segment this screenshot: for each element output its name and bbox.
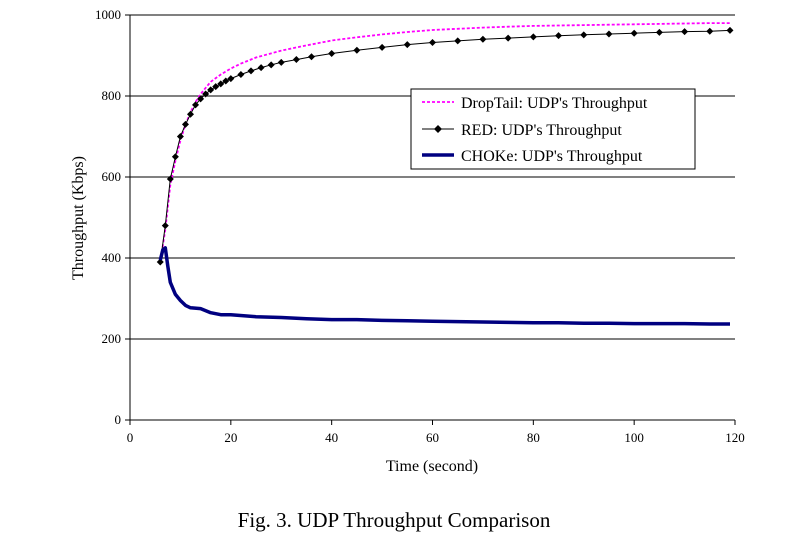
x-tick-label-60: 60 bbox=[426, 430, 439, 445]
series-point-red-32 bbox=[580, 31, 588, 39]
series-point-red-35 bbox=[655, 28, 663, 36]
series-point-red-26 bbox=[429, 39, 436, 47]
tick-labels: 0 200 400 600 800 1000 0 20 40 60 80 100 120 bbox=[95, 7, 745, 445]
legend-swatch-red-marker bbox=[434, 125, 442, 133]
x-tick-label-100: 100 bbox=[624, 430, 644, 445]
x-axis-title: Time (second) bbox=[386, 458, 478, 475]
y-tick-label-1000: 1000 bbox=[95, 7, 121, 22]
series-point-red-1 bbox=[161, 222, 169, 230]
series-point-red-27 bbox=[454, 37, 462, 45]
series-point-red-21 bbox=[308, 53, 315, 61]
series-point-red-34 bbox=[630, 29, 638, 37]
grid-lines bbox=[130, 14, 735, 340]
y-tick-label-400: 400 bbox=[102, 250, 122, 265]
x-tick-label-0: 0 bbox=[127, 430, 134, 445]
throughput-chart: 0 200 400 600 800 1000 0 20 40 60 80 100 120 Time (s… bbox=[70, 7, 745, 475]
series-point-red-3 bbox=[171, 153, 179, 161]
series-point-red-36 bbox=[681, 28, 689, 36]
series-point-red-30 bbox=[529, 33, 537, 41]
series-point-red-15 bbox=[237, 71, 245, 79]
series-point-red-23 bbox=[353, 46, 361, 54]
series-point-red-24 bbox=[378, 43, 386, 51]
legend-label-red: RED: UDP's Throughput bbox=[461, 122, 622, 139]
series-point-red-38 bbox=[726, 26, 734, 34]
series-line-choke bbox=[158, 246, 730, 326]
series-point-red-29 bbox=[504, 34, 512, 42]
series-point-red-25 bbox=[403, 41, 411, 49]
series-point-red-16 bbox=[247, 67, 255, 75]
series-point-red-28 bbox=[479, 35, 487, 43]
x-tick-label-120: 120 bbox=[725, 430, 745, 445]
y-tick-label-800: 800 bbox=[102, 88, 122, 103]
series-point-red-12 bbox=[217, 80, 225, 88]
series-point-red-18 bbox=[267, 61, 275, 69]
series-point-red-7 bbox=[192, 101, 200, 109]
legend-box bbox=[410, 88, 696, 170]
y-tick-label-600: 600 bbox=[102, 169, 122, 184]
y-tick-label-0: 0 bbox=[115, 412, 122, 427]
plot-series bbox=[156, 22, 734, 326]
x-tick-label-80: 80 bbox=[527, 430, 540, 445]
series-point-red-31 bbox=[555, 32, 563, 40]
series-point-red-9 bbox=[202, 90, 210, 98]
series-point-red-22 bbox=[328, 49, 336, 57]
series-point-red-20 bbox=[292, 56, 300, 64]
x-tick-label-40: 40 bbox=[325, 430, 338, 445]
series-point-red-2 bbox=[166, 175, 174, 183]
series-point-red-33 bbox=[605, 30, 613, 38]
series-point-red-5 bbox=[181, 120, 189, 128]
series-point-red-6 bbox=[187, 110, 194, 118]
y-axis-title: Throughput (Kbps) bbox=[70, 156, 87, 280]
series-point-red-13 bbox=[222, 77, 230, 85]
legend-label-droptail: DropTail: UDP's Throughput bbox=[461, 95, 648, 112]
series-point-red-14 bbox=[227, 75, 235, 83]
legend: DropTail: UDP's Throughput RED: UDP's Th… bbox=[410, 88, 696, 170]
series-point-red-11 bbox=[212, 83, 220, 91]
series-point-red-19 bbox=[277, 58, 285, 66]
figure-caption: Fig. 3. UDP Throughput Comparison bbox=[237, 508, 551, 532]
series-point-red-37 bbox=[706, 27, 714, 35]
x-tick-label-20: 20 bbox=[224, 430, 237, 445]
legend-label-choke: CHOKe: UDP's Throughput bbox=[461, 148, 643, 165]
series-point-red-10 bbox=[207, 86, 215, 94]
series-point-red-8 bbox=[197, 95, 205, 103]
series-point-red-4 bbox=[176, 133, 184, 140]
series-point-red-17 bbox=[257, 64, 265, 72]
axes bbox=[125, 14, 736, 425]
y-tick-label-200: 200 bbox=[102, 331, 122, 346]
